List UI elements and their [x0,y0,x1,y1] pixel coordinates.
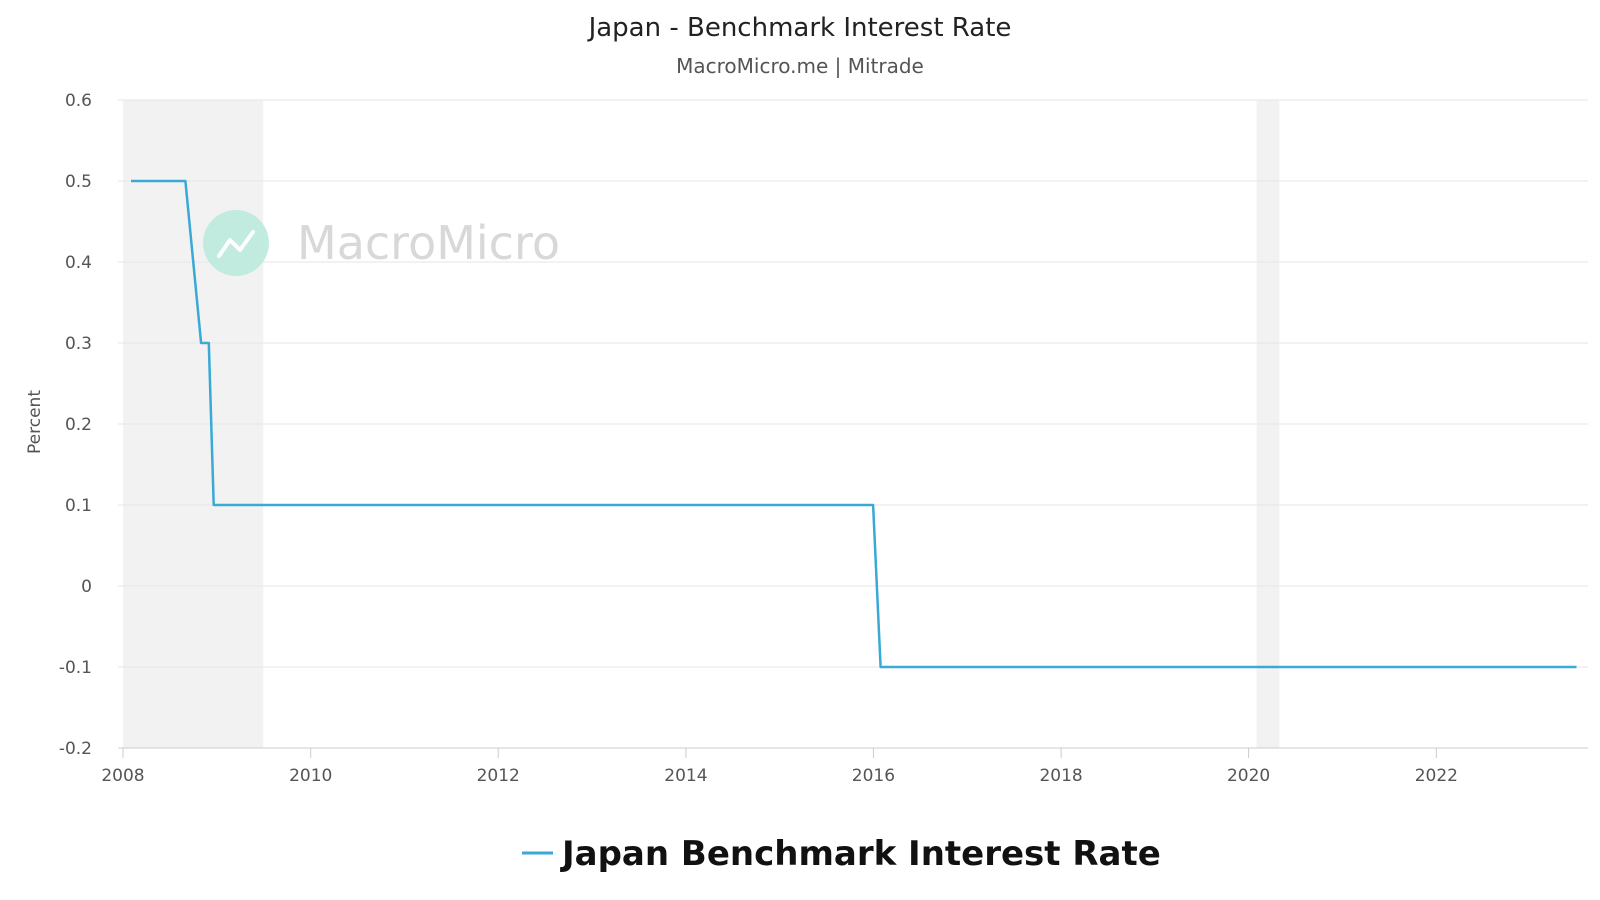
watermark-chart-icon [217,230,255,258]
y-tick-label-7: -0.1 [59,658,92,678]
y-tick-label-8: -0.2 [59,739,92,759]
watermark-text: MacroMicro [297,216,560,270]
x-tick-label-2: 2012 [477,766,520,786]
y-tick-label-6: 0 [81,577,92,597]
x-tick-label-0: 2008 [101,766,144,786]
grid-lines [118,99,1588,668]
series-layer [131,179,1577,669]
chart-title: Japan - Benchmark Interest Rate [587,13,1012,43]
x-tick-label-6: 2020 [1227,766,1270,786]
x-tick-label-7: 2022 [1415,766,1458,786]
x-tick-label-4: 2016 [852,766,895,786]
x-axis-ticks: 2008 2010 2012 2014 2016 2018 2020 2022 [101,748,1458,786]
x-tick-label-1: 2010 [289,766,332,786]
y-tick-label-1: 0.5 [65,172,92,192]
y-axis-title: Percent [25,390,45,454]
y-axis-ticks: 0.6 0.5 0.4 0.3 0.2 0.1 0 -0.1 -0.2 [59,91,92,759]
y-tick-label-5: 0.1 [65,496,92,516]
series-line-0[interactable] [131,179,1577,669]
legend[interactable]: Japan Benchmark Interest Rate [522,834,1161,874]
y-tick-label-2: 0.4 [65,253,92,273]
y-tick-label-0: 0.6 [65,91,92,111]
x-tick-label-3: 2014 [664,766,707,786]
chart-subtitle: MacroMicro.me | Mitrade [676,54,924,78]
watermark: MacroMicro [203,210,560,276]
legend-label[interactable]: Japan Benchmark Interest Rate [560,834,1161,874]
y-tick-label-4: 0.2 [65,415,92,435]
x-tick-label-5: 2018 [1039,766,1082,786]
y-tick-label-3: 0.3 [65,334,92,354]
watermark-logo-icon [203,210,269,276]
